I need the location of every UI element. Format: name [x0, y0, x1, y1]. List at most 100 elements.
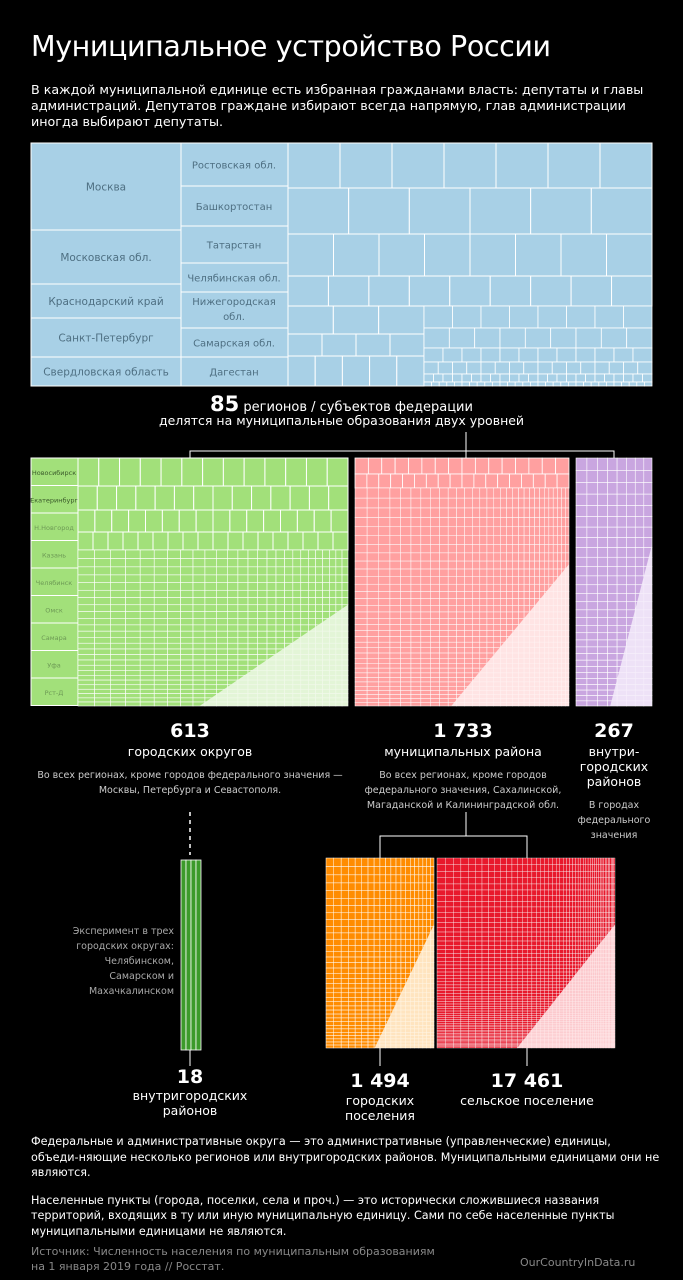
city-district-cell	[77, 664, 95, 671]
city-district-cell	[341, 558, 349, 568]
rural-settlement-cell	[566, 877, 570, 885]
city-district-cell	[229, 509, 248, 533]
rural-settlement-cell	[536, 978, 541, 983]
rural-settlement-cell	[481, 975, 489, 979]
urban-settlement-cell	[361, 1038, 369, 1043]
urban-settlement-cell	[385, 898, 392, 906]
rural-settlement-cell	[531, 949, 537, 954]
rural-settlement-cell	[506, 981, 513, 986]
municipal-district-cell	[479, 507, 488, 518]
rural-settlement-cell	[575, 889, 579, 896]
rural-settlement-cell	[475, 864, 483, 872]
municipal-district-cell	[500, 624, 507, 631]
municipal-district-cell	[456, 624, 465, 631]
municipal-district-cell	[354, 624, 368, 631]
rural-settlement-cell	[453, 978, 462, 983]
region-cell	[368, 275, 410, 307]
rural-settlement-cell	[540, 971, 546, 976]
intracity-district-cell	[586, 617, 598, 626]
municipal-district-cell	[472, 568, 481, 577]
rural-settlement-cell	[611, 864, 613, 872]
municipal-district-cell	[552, 497, 558, 509]
municipal-district-cell	[439, 624, 449, 631]
rural-settlement-cell	[585, 917, 589, 923]
municipal-district-cell	[420, 526, 431, 536]
region-cell	[469, 233, 516, 277]
rural-settlement-cell	[531, 922, 537, 928]
municipal-district-cell	[378, 686, 391, 691]
municipal-district-cell	[354, 636, 368, 643]
intracity-district-cell	[586, 470, 598, 483]
rural-settlement-cell	[475, 984, 483, 989]
rural-settlement-cell	[598, 912, 601, 918]
intracity-district-cell	[616, 601, 627, 611]
city-district-cell	[192, 574, 206, 584]
municipal-district-cell	[430, 552, 440, 562]
municipal-district-cell	[354, 667, 368, 674]
municipal-district-cell	[544, 517, 550, 528]
rural-settlement-cell	[540, 936, 546, 942]
urban-settlement-cell	[395, 890, 402, 899]
urban-settlement-cell	[385, 905, 392, 914]
city-district-cell	[247, 574, 259, 584]
municipal-district-cell	[430, 672, 440, 678]
city-district-cell	[284, 618, 294, 626]
rural-settlement-cell	[575, 940, 579, 946]
urban-settlement-cell	[325, 1017, 334, 1022]
urban-settlement-cell	[373, 866, 381, 876]
rural-settlement-cell	[540, 968, 546, 973]
municipal-district-cell	[389, 647, 401, 654]
municipal-district-cell	[529, 535, 535, 545]
municipal-district-cell	[539, 526, 545, 536]
urban-settlement-cell	[395, 951, 402, 958]
municipal-district-cell	[539, 560, 545, 570]
municipal-district-cell	[486, 618, 495, 625]
municipal-district-cell	[548, 552, 554, 562]
municipal-district-cell	[512, 576, 519, 585]
intracity-district-cell	[643, 516, 653, 528]
rural-settlement-cell	[522, 990, 528, 994]
rural-settlement-cell	[606, 917, 609, 923]
urban-settlement-cell	[361, 1005, 369, 1011]
city-district-label: Самара	[41, 634, 67, 642]
city-district-cell	[77, 531, 94, 551]
municipal-district-cell	[439, 672, 449, 678]
municipal-district-cell	[506, 611, 513, 619]
municipal-district-cell	[447, 641, 457, 648]
municipal-district-cell	[410, 535, 422, 545]
rural-settlement-cell	[608, 895, 610, 902]
rural-settlement-cell	[587, 871, 591, 878]
rural-settlement-cell	[522, 961, 528, 966]
region-cell	[423, 327, 450, 349]
municipal-district-cell-fade	[451, 564, 569, 706]
rural-settlement-cell	[500, 922, 507, 928]
municipal-district-cell	[534, 560, 540, 570]
rural-settlement-cell	[436, 984, 446, 989]
rural-settlement-cell	[608, 883, 610, 891]
city-district-cell	[192, 688, 206, 694]
city-district-cell	[192, 589, 206, 598]
intracity-district-cell	[607, 593, 618, 603]
municipal-district-cell	[472, 544, 481, 554]
city-district-cell	[322, 597, 330, 606]
rural-settlement-cell	[481, 889, 489, 896]
municipal-district-cell	[447, 583, 457, 592]
municipal-district-cell	[439, 560, 449, 570]
municipal-district-cell	[400, 624, 412, 631]
urban-settlement-cell	[333, 973, 342, 979]
rural-settlement-cell	[511, 871, 518, 878]
rural-settlement-cell	[540, 957, 546, 962]
rural-settlement-cell	[488, 978, 495, 983]
urban-settlement-cell	[395, 919, 402, 927]
municipal-district-cell	[439, 583, 449, 592]
urban-settlement-cell	[361, 1041, 369, 1046]
municipal-district-cell	[430, 611, 440, 619]
municipal-district-cell	[518, 605, 525, 613]
rural-settlement-cell	[453, 857, 462, 865]
rural-settlement-cell	[475, 940, 483, 946]
city-district-cell	[329, 566, 337, 576]
intracity-district-cell	[575, 505, 588, 517]
municipal-district-cell	[354, 544, 368, 554]
rural-settlement-cell	[527, 990, 533, 994]
rural-settlement-cell	[511, 895, 518, 902]
